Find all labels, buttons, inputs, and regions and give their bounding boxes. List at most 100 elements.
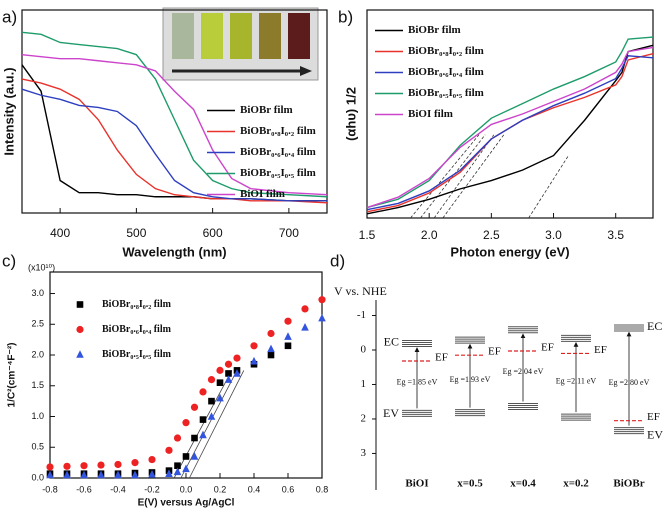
marker [114,470,122,479]
series-line [366,46,654,209]
tangent-line [410,134,480,219]
legend-label: BiOBr₀.₅I₀.₅ film [240,167,316,179]
marker [191,434,198,442]
marker [207,376,216,384]
conduction-band [455,336,485,344]
marker [190,452,199,460]
marker [318,313,326,322]
panel-label: d) [330,251,345,270]
x-tick-label: -0.4 [110,484,126,494]
ev-label: EV [647,427,663,441]
axis-multiplier: (x10¹⁰) [28,262,55,272]
marker [216,379,224,386]
x-tick-label: 700 [279,226,299,240]
marker [173,467,182,476]
fermi-label: EF [594,344,607,356]
x-tick-label: 0.8 [316,484,329,494]
marker [173,434,182,442]
conduction-band [561,334,591,342]
category-label: x=0.5 [457,478,483,490]
conduction-band [508,326,538,334]
x-tick-label: -0.6 [76,484,92,494]
y-tick-label: 0.0 [31,472,44,482]
x-axis-label: Wavelength (nm) [122,244,226,259]
x-tick-label: 2.0 [421,228,438,242]
panel-label: b) [338,7,353,26]
conduction-band [614,324,644,332]
x-tick-label: 0.6 [282,484,295,494]
plot-frame [366,9,654,219]
x-tick-label: 400 [50,226,70,240]
y-tick-label: 0 [361,344,367,356]
category-label: x=0.4 [510,478,536,490]
valence-band [455,409,485,417]
gap-label: Eg =2.11 eV [556,377,597,386]
marker [97,470,105,479]
fermi-label: EF [488,346,501,358]
marker [148,470,156,478]
gap-label: Eg =1.93 eV [450,375,491,384]
x-tick-label: 3.5 [607,228,624,242]
series-line [21,88,327,202]
marker [174,462,181,470]
y-tick-label: 2.0 [31,349,44,359]
y-tick-label: 1 [361,378,367,390]
series-line [21,31,328,198]
legend-label: BiOBr₀.₈I₀.₂ film [102,299,172,310]
legend-label: BiOBr₀.₆I₀.₄ film [240,146,316,158]
marker [233,369,241,377]
series-line [21,78,328,204]
y-tick-label: -1 [357,309,366,321]
legend-label: BiOBr₀.₈I₀.₂ film [240,125,316,137]
fit-line [180,370,238,479]
valence-band [561,413,591,421]
valence-band [508,402,538,410]
marker [63,470,71,479]
legend-label: BiOBr₀.₅I₀.₅ film [102,349,172,360]
y-tick-label: 2.5 [31,319,44,329]
category-label: x=0.2 [563,478,589,490]
marker [131,470,139,479]
ec-label: EC [384,334,399,348]
valence-band [614,427,644,435]
marker [301,323,309,331]
panel-label: c) [2,251,16,270]
marker [267,329,275,338]
marker [148,455,156,464]
x-tick-label: -0.8 [42,484,58,494]
marker [225,370,232,377]
marker [46,463,54,471]
conduction-band [402,340,432,348]
series-line [366,44,654,215]
tangent-line [442,134,505,219]
ec-label: EC [647,319,662,333]
x-tick-label: 0.0 [180,484,193,494]
x-tick-label: 2.5 [483,228,500,242]
fermi-label: EF [647,411,660,423]
marker [182,453,190,460]
marker [216,366,224,374]
legend-label: BiOI film [408,108,453,120]
legend-label: BiOBr₀.₅I₀.₅ film [408,87,484,99]
marker [114,460,122,469]
marker [208,397,215,405]
y-tick-label: 3.0 [31,288,44,298]
legend-label: BiOBr₀.₈I₀.₂ film [408,45,484,57]
marker [250,356,258,365]
x-axis-label: E(V) versus Ag/AgCl [138,498,235,509]
y-tick-label: 0.5 [31,442,44,452]
marker [250,342,258,350]
marker [199,416,207,423]
x-tick-label: 0.4 [248,484,261,494]
marker [233,354,241,362]
y-axis-label: 1/C²(cm⁻⁴F⁻²) [7,343,18,408]
marker [165,446,173,454]
marker [182,464,190,473]
x-axis-label: Photon energy (eV) [450,244,569,259]
y-tick-label: 1.0 [31,411,44,421]
marker [199,430,207,439]
y-axis-label: (αhυ) 1/2 [343,87,358,141]
inset-photo [162,7,319,81]
series-line [366,36,654,209]
